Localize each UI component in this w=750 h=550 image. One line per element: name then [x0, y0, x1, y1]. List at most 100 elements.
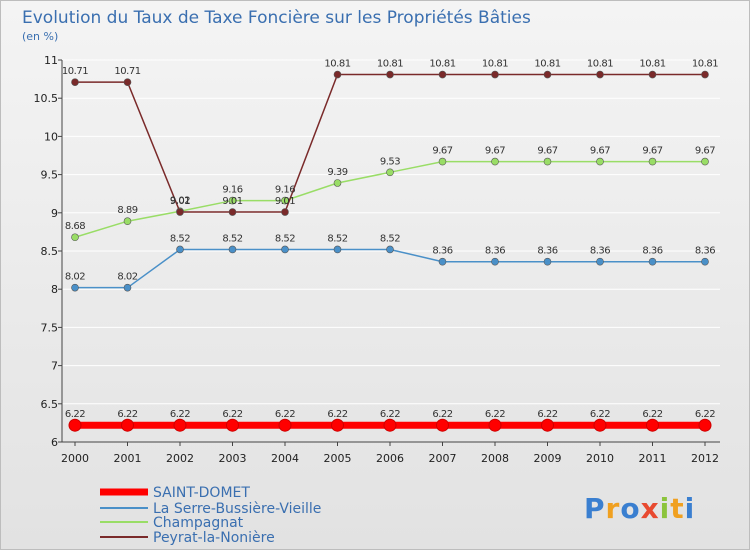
y-tick-label: 7.5	[41, 321, 59, 334]
data-point	[281, 208, 289, 216]
data-label: 10.81	[324, 59, 350, 70]
data-point	[436, 418, 449, 432]
data-point	[701, 70, 709, 79]
data-label: 9.01	[275, 196, 295, 207]
data-label: 9.02	[170, 195, 190, 206]
data-label: 8.52	[327, 233, 347, 244]
x-tick-label: 2011	[639, 452, 667, 465]
data-point	[226, 418, 239, 432]
data-label: 6.22	[380, 409, 400, 420]
logo-text: Proxiti	[584, 492, 695, 525]
data-label: 10.71	[114, 66, 140, 77]
data-label: 10.81	[587, 59, 613, 70]
axes	[61, 60, 720, 443]
data-point	[438, 70, 447, 79]
data-label: 10.81	[429, 59, 455, 70]
chart-subtitle: (en %)	[22, 30, 58, 43]
data-point	[228, 208, 237, 216]
data-label: 8.36	[537, 246, 557, 257]
data-point	[596, 70, 604, 79]
x-tick-label: 2012	[691, 452, 719, 465]
y-tick-label: 9	[51, 207, 58, 220]
data-label: 8.52	[275, 233, 295, 244]
data-point	[698, 418, 712, 432]
data-label: 9.01	[170, 196, 190, 207]
x-tick-label: 2007	[429, 452, 457, 465]
y-tick-label: 6.5	[41, 398, 59, 411]
data-point	[648, 257, 657, 266]
data-label: 6.22	[170, 409, 190, 420]
data-point	[596, 157, 604, 166]
data-point	[383, 418, 397, 432]
data-point	[593, 418, 607, 432]
data-label: 6.22	[117, 409, 137, 420]
data-label: 9.16	[222, 185, 242, 196]
data-point	[491, 157, 499, 166]
data-label: 9.67	[590, 146, 610, 157]
y-tick-label: 10.5	[34, 92, 59, 105]
legend-entry: Champagnat	[153, 515, 244, 531]
y-tick-label: 9.5	[41, 169, 59, 182]
data-labels: 8.02 8.02 8.52 8.52 8.52 8.52 8.52 8.36 8.36 8.36…	[62, 59, 719, 421]
data-label: 6.22	[65, 409, 85, 420]
data-point	[123, 217, 132, 226]
data-label: 8.52	[222, 233, 242, 244]
data-label: 6.22	[590, 409, 610, 420]
data-point	[543, 157, 552, 166]
data-label: 6.22	[432, 409, 452, 420]
data-point	[648, 70, 657, 79]
data-point	[386, 245, 394, 254]
x-tick-label: 2000	[61, 452, 89, 465]
y-tick-label: 10	[44, 130, 58, 143]
legend-entry: La Serre-Bussière-Vieille	[153, 501, 321, 517]
data-point	[648, 157, 657, 166]
data-label: 8.36	[432, 246, 452, 257]
data-point	[228, 245, 237, 254]
data-point	[176, 208, 184, 216]
data-point	[68, 418, 82, 432]
data-point	[438, 257, 447, 266]
data-label: 6.22	[537, 409, 557, 420]
data-label: 8.89	[117, 205, 137, 216]
y-tick-label: 6	[51, 436, 58, 449]
data-label: 8.36	[590, 246, 610, 257]
data-label: 10.81	[692, 59, 718, 70]
data-point	[121, 418, 134, 432]
x-tick-label: 2003	[219, 452, 247, 465]
data-label: 9.39	[327, 167, 347, 178]
data-label: 8.02	[65, 272, 85, 283]
data-point	[491, 70, 499, 79]
data-label: 6.22	[485, 409, 505, 420]
data-point	[701, 157, 709, 166]
data-label: 9.53	[380, 156, 400, 167]
data-label: 6.22	[695, 409, 715, 420]
series-line	[75, 73, 705, 213]
data-label: 8.52	[170, 233, 190, 244]
data-point	[646, 418, 659, 432]
data-label: 10.81	[377, 59, 403, 70]
data-label: 9.16	[275, 185, 295, 196]
data-label: 8.68	[65, 221, 85, 232]
data-label: 6.22	[642, 409, 662, 420]
data-label: 8.02	[117, 272, 137, 283]
data-label: 9.67	[537, 146, 557, 157]
y-tick-labels: 6 6.5 7 7.5 8 8.5 9 9.5 10 10.5 11	[34, 54, 59, 449]
data-label: 8.36	[642, 246, 662, 257]
data-label: 9.67	[695, 146, 715, 157]
data-label: 6.22	[222, 409, 242, 420]
data-point	[333, 70, 342, 79]
data-label: 10.71	[62, 66, 88, 77]
x-tick-label: 2010	[586, 452, 614, 465]
x-tick-label: 2008	[481, 452, 509, 465]
data-point	[386, 70, 394, 79]
data-point	[488, 418, 502, 432]
data-point	[173, 418, 187, 432]
y-tick-label: 8	[51, 283, 58, 296]
data-label: 9.67	[432, 146, 452, 157]
data-point	[543, 70, 552, 79]
data-point	[438, 157, 447, 166]
x-tick-labels: 2000 2001 2002 2003 2004 2005 2006 2007 2008 2009…	[61, 452, 719, 465]
data-point	[331, 418, 344, 432]
